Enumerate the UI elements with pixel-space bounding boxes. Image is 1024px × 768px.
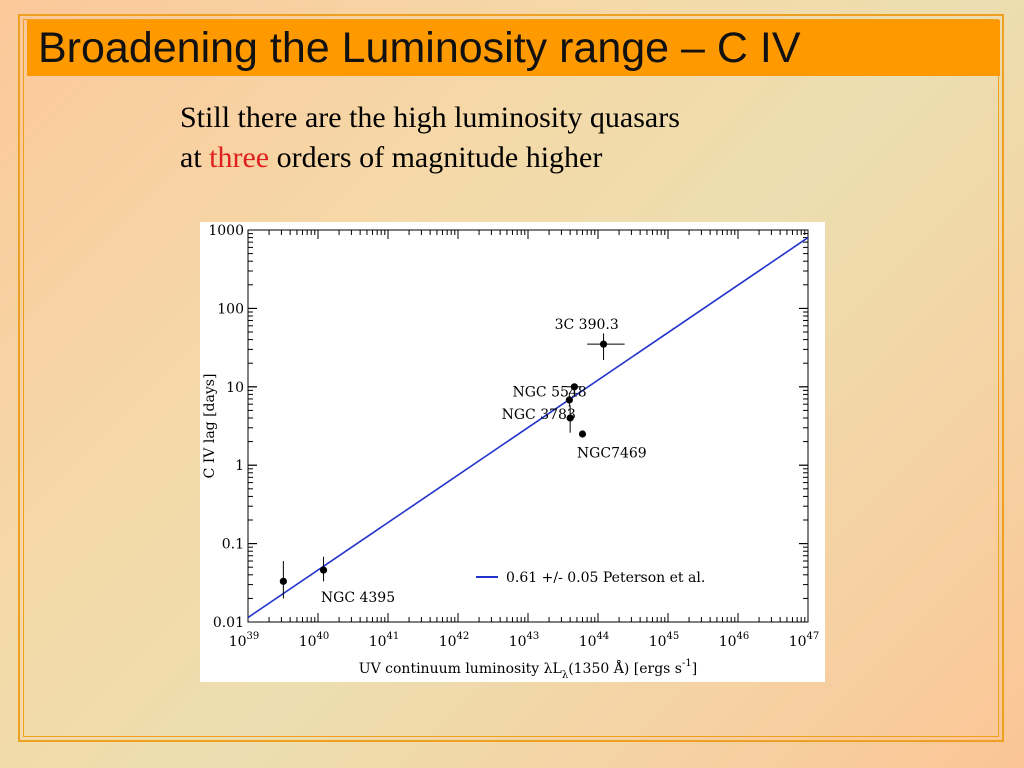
subtitle-line-2-start: at [180,141,210,174]
point-annotation: NGC 3783 [502,407,576,423]
data-point [599,340,608,348]
y-tick-label: 0.1 [222,537,244,553]
data-point [565,396,573,404]
slide-title: Broadening the Luminosity range – C IV [38,24,801,72]
chart-panel: 1039 1040 1041 1042 1043 1044 1045 1046 1047 100… [200,222,825,682]
legend: 0.61 +/- 0.05 Peterson et al. [476,570,705,586]
y-tick-labels: 1000 100 10 1 0.1 0.01 [208,223,244,631]
annotations-layer: NGC 4395 3C 390.3 NGC 5548 NGC 3783 NGC7469 [321,317,647,606]
subtitle-line-2-end: orders of magnitude higher [269,141,603,174]
legend-label: 0.61 +/- 0.05 Peterson et al. [506,570,705,586]
x-tick-label: 1040 [299,631,330,650]
x-tick-label: 1044 [579,631,610,650]
y-axis-label: C IV lag [days] [202,374,218,479]
y-tick-label: 1000 [208,223,244,239]
x-tick-label: 1039 [229,631,260,650]
data-point [566,414,574,422]
title-bar [27,20,1000,76]
x-tick-label: 1043 [509,631,540,650]
axis-ticks [247,229,809,623]
lag-luminosity-chart: 1039 1040 1041 1042 1043 1044 1045 1046 1047 100… [202,223,820,681]
data-point [578,430,587,438]
y-tick-label: 0.01 [213,615,244,631]
slide-subtitle: Still there are the high luminosity quas… [180,98,880,178]
point-annotation: NGC 5548 [512,385,586,401]
slide-inner-frame [23,19,999,737]
series-layer [247,236,809,619]
points-layer [279,333,625,599]
x-tick-labels: 1039 1040 1041 1042 1043 1044 1045 1046 1047 [229,631,820,650]
y-tick-label: 10 [226,380,244,396]
y-tick-label: 1 [235,458,244,474]
x-tick-label: 1045 [649,631,680,650]
point-annotation: 3C 390.3 [555,317,619,333]
slide-outer-frame [18,14,1004,742]
x-tick-label: 1042 [439,631,470,650]
x-tick-label: 1046 [719,631,750,650]
fit-line [247,236,809,619]
x-axis-label: UV continuum luminosity λLλ(1350 Å) [erg… [359,658,697,681]
point-annotation: NGC7469 [577,446,647,462]
point-annotation: NGC 4395 [321,590,395,606]
data-point [279,577,287,585]
x-tick-label: 1047 [789,631,820,650]
x-tick-label: 1041 [369,631,400,650]
plot-frame [247,229,809,623]
data-point [319,566,328,574]
y-tick-label: 100 [217,301,244,317]
subtitle-highlight-word: three [209,141,270,174]
subtitle-line-1: Still there are the high luminosity quas… [180,101,680,134]
subtitle-line-2: at three orders of magnitude higher [180,138,880,178]
data-point [570,383,578,391]
